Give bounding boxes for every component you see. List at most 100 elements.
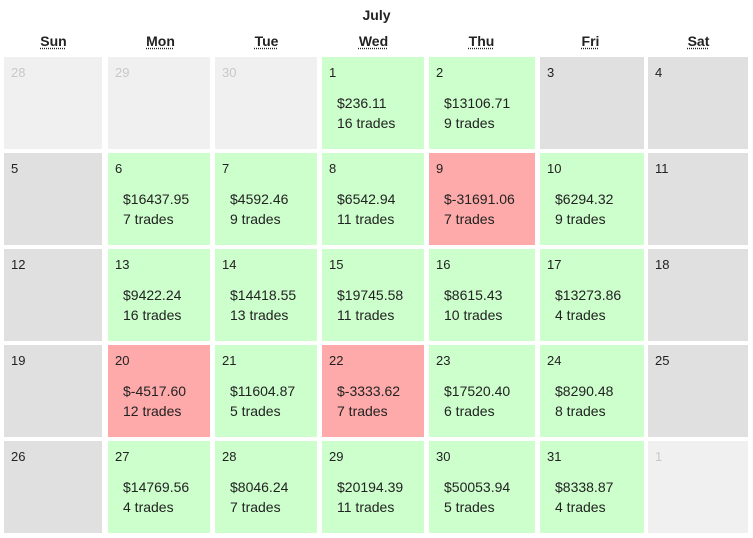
day-number: 17 <box>547 257 562 272</box>
day-pnl: $16437.95 <box>123 191 190 207</box>
day-trade-count: 6 trades <box>444 403 495 419</box>
day-cell[interactable]: 28 $8046.24 7 trades <box>215 441 317 533</box>
day-cell[interactable]: 27 $14769.56 4 trades <box>108 441 210 533</box>
day-cell[interactable]: 12 <box>4 249 102 341</box>
day-number: 16 <box>436 257 451 272</box>
day-number: 18 <box>655 257 670 272</box>
day-number: 28 <box>11 65 26 80</box>
day-cell[interactable]: 14 $14418.55 13 trades <box>215 249 317 341</box>
day-pnl: $8046.24 <box>230 479 289 495</box>
weekday-wed: Wed <box>358 33 389 49</box>
day-number: 13 <box>115 257 130 272</box>
day-trade-count: 8 trades <box>555 403 606 419</box>
day-number: 1 <box>329 65 337 80</box>
day-cell[interactable]: 3 <box>540 57 644 149</box>
day-cell[interactable]: 26 <box>4 441 102 533</box>
day-number: 30 <box>222 65 237 80</box>
day-pnl: $8290.48 <box>555 383 614 399</box>
weekday-sun: Sun <box>40 33 67 49</box>
day-pnl: $14418.55 <box>230 287 297 303</box>
day-trade-count: 9 trades <box>444 115 495 131</box>
weekday-fri: Fri <box>581 33 600 49</box>
day-trade-count: 13 trades <box>230 307 289 323</box>
day-pnl: $17520.40 <box>444 383 511 399</box>
day-cell[interactable]: 13 $9422.24 16 trades <box>108 249 210 341</box>
day-cell[interactable]: 24 $8290.48 8 trades <box>540 345 644 437</box>
day-cell[interactable]: 9 $-31691.06 7 trades <box>429 153 535 245</box>
day-cell[interactable]: 1 $236.11 16 trades <box>322 57 424 149</box>
day-cell[interactable]: 29 $20194.39 11 trades <box>322 441 424 533</box>
day-number: 12 <box>11 257 26 272</box>
day-number: 24 <box>547 353 562 368</box>
day-number: 30 <box>436 449 451 464</box>
day-number: 1 <box>655 449 663 464</box>
day-cell[interactable]: 18 <box>648 249 748 341</box>
day-cell[interactable]: 4 <box>648 57 748 149</box>
day-cell[interactable]: 28 <box>4 57 102 149</box>
day-trade-count: 4 trades <box>555 499 606 515</box>
day-pnl: $8338.87 <box>555 479 614 495</box>
day-trade-count: 7 trades <box>230 499 281 515</box>
day-pnl: $6542.94 <box>337 191 396 207</box>
day-pnl: $236.11 <box>337 95 387 111</box>
day-pnl: $50053.94 <box>444 479 511 495</box>
day-pnl: $13106.71 <box>444 95 511 111</box>
day-cell[interactable]: 15 $19745.58 11 trades <box>322 249 424 341</box>
day-cell[interactable]: 20 $-4517.60 12 trades <box>108 345 210 437</box>
day-trade-count: 9 trades <box>230 211 281 227</box>
weekday-tue: Tue <box>254 33 279 49</box>
day-trade-count: 7 trades <box>337 403 388 419</box>
day-pnl: $11604.87 <box>230 383 296 399</box>
day-number: 5 <box>11 161 19 176</box>
day-pnl: $4592.46 <box>230 191 289 207</box>
day-cell[interactable]: 10 $6294.32 9 trades <box>540 153 644 245</box>
day-number: 28 <box>222 449 237 464</box>
day-number: 9 <box>436 161 444 176</box>
day-pnl: $19745.58 <box>337 287 404 303</box>
day-number: 11 <box>655 161 669 176</box>
weekday-mon: Mon <box>146 33 175 49</box>
day-cell[interactable]: 30 $50053.94 5 trades <box>429 441 535 533</box>
weekday-thu: Thu <box>468 33 495 49</box>
day-cell[interactable]: 1 <box>648 441 748 533</box>
day-number: 8 <box>329 161 337 176</box>
month-title: July <box>362 7 391 23</box>
day-cell[interactable]: 11 <box>648 153 748 245</box>
day-number: 29 <box>115 65 130 80</box>
day-number: 4 <box>655 65 663 80</box>
day-number: 25 <box>655 353 670 368</box>
day-trade-count: 7 trades <box>444 211 495 227</box>
day-number: 22 <box>329 353 344 368</box>
day-cell[interactable]: 6 $16437.95 7 trades <box>108 153 210 245</box>
day-pnl: $6294.32 <box>555 191 614 207</box>
day-cell[interactable]: 22 $-3333.62 7 trades <box>322 345 424 437</box>
day-number: 2 <box>436 65 444 80</box>
day-cell[interactable]: 31 $8338.87 4 trades <box>540 441 644 533</box>
day-trade-count: 4 trades <box>123 499 174 515</box>
day-cell[interactable]: 25 <box>648 345 748 437</box>
day-cell[interactable]: 21 $11604.87 5 trades <box>215 345 317 437</box>
day-cell[interactable]: 17 $13273.86 4 trades <box>540 249 644 341</box>
day-number: 15 <box>329 257 344 272</box>
day-cell[interactable]: 2 $13106.71 9 trades <box>429 57 535 149</box>
day-pnl: $-31691.06 <box>444 191 515 207</box>
day-cell[interactable]: 19 <box>4 345 102 437</box>
weekday-sat: Sat <box>687 33 710 49</box>
day-trade-count: 4 trades <box>555 307 606 323</box>
day-number: 29 <box>329 449 344 464</box>
day-cell[interactable]: 29 <box>108 57 210 149</box>
day-trade-count: 16 trades <box>123 307 182 323</box>
day-number: 27 <box>115 449 130 464</box>
day-pnl: $20194.39 <box>337 479 404 495</box>
day-trade-count: 10 trades <box>444 307 503 323</box>
day-cell[interactable]: 23 $17520.40 6 trades <box>429 345 535 437</box>
day-trade-count: 5 trades <box>444 499 495 515</box>
day-cell[interactable]: 16 $8615.43 10 trades <box>429 249 535 341</box>
day-cell[interactable]: 30 <box>215 57 317 149</box>
day-number: 31 <box>547 449 562 464</box>
day-trade-count: 16 trades <box>337 115 396 131</box>
day-cell[interactable]: 8 $6542.94 11 trades <box>322 153 424 245</box>
day-number: 7 <box>222 161 230 176</box>
day-cell[interactable]: 5 <box>4 153 102 245</box>
day-cell[interactable]: 7 $4592.46 9 trades <box>215 153 317 245</box>
